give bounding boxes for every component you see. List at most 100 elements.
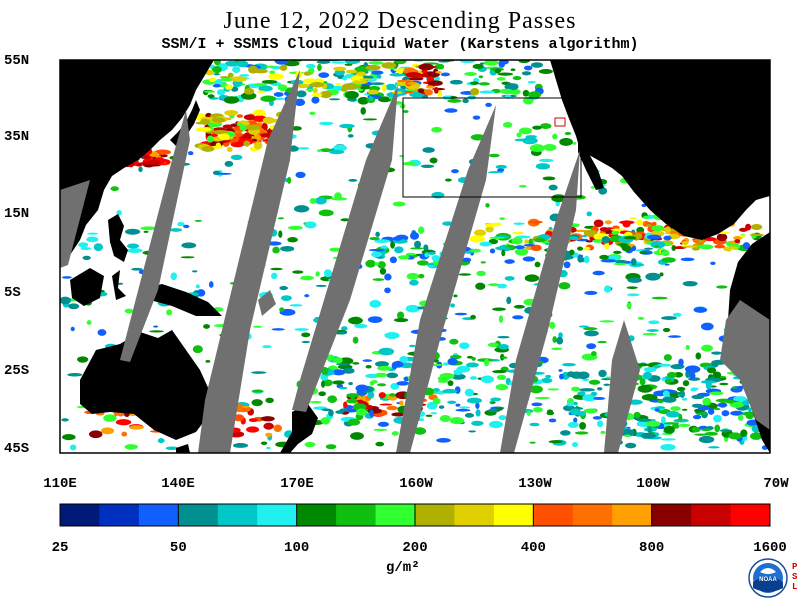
cloud-patch — [470, 81, 480, 85]
cloud-patch — [643, 247, 654, 250]
cloud-patch — [551, 347, 563, 351]
cloud-patch — [199, 118, 211, 125]
cloud-patch — [466, 397, 482, 404]
cloud-patch — [354, 323, 368, 329]
cloud-patch — [389, 73, 406, 77]
cloud-patch — [657, 399, 664, 404]
cloud-patch — [338, 386, 348, 390]
cloud-patch — [529, 144, 545, 153]
cloud-patch — [559, 138, 573, 146]
cloud-patch — [498, 60, 506, 68]
cloud-patch — [397, 255, 410, 260]
cloud-patch — [377, 261, 386, 269]
cloud-patch — [646, 234, 662, 240]
cloud-patch — [660, 416, 666, 424]
cloud-patch — [450, 303, 455, 308]
cloud-patch — [723, 246, 733, 252]
cloud-patch — [529, 422, 540, 427]
cloud-patch — [304, 294, 310, 298]
cloud-patch — [540, 377, 553, 384]
cloud-patch — [352, 336, 359, 344]
cloud-patch — [275, 60, 289, 65]
cloud-patch — [444, 178, 452, 182]
cloud-patch — [340, 218, 350, 222]
cloud-patch — [579, 388, 595, 392]
cloud-patch — [681, 397, 688, 401]
cloud-patch — [462, 98, 469, 104]
cloud-patch — [266, 446, 271, 450]
cloud-patch — [224, 60, 240, 67]
lat-label-5S: 5S — [4, 285, 21, 301]
cloud-patch — [408, 77, 424, 81]
cloud-patch — [449, 338, 459, 345]
cloud-patch — [499, 217, 505, 221]
cloud-patch — [212, 83, 221, 88]
cloud-patch — [543, 144, 557, 151]
cloud-patch — [374, 239, 390, 244]
cloud-patch — [523, 65, 533, 71]
cloud-patch — [413, 427, 427, 435]
lon-label-70W: 70W — [763, 476, 789, 492]
cloud-patch — [211, 117, 226, 123]
cloud-patch — [196, 289, 206, 297]
cloud-patch — [670, 406, 681, 411]
cloud-patch — [440, 72, 451, 77]
cloud-patch — [547, 388, 560, 391]
cloud-patch — [232, 66, 241, 74]
cloud-patch — [149, 330, 164, 333]
cloud-patch — [340, 87, 348, 92]
cloud-patch — [280, 245, 295, 252]
cloud-patch — [363, 118, 378, 121]
cloud-patch — [433, 358, 439, 363]
cloud-patch — [639, 378, 646, 386]
cloud-patch — [645, 420, 661, 427]
cloud-patch — [62, 433, 76, 441]
cloud-patch — [501, 356, 508, 359]
cloud-patch — [601, 378, 612, 381]
cloud-patch — [583, 255, 590, 264]
cloud-patch — [610, 228, 626, 231]
cloud-patch — [678, 413, 683, 421]
cloud-patch — [681, 240, 689, 246]
cloud-patch — [664, 378, 672, 384]
cloud-patch — [334, 192, 342, 201]
cloud-patch — [698, 239, 703, 243]
cloud-patch — [328, 409, 334, 417]
cloud-patch — [386, 372, 399, 379]
cloud-patch — [548, 418, 557, 423]
cloud-patch — [320, 417, 331, 425]
cloud-patch — [730, 410, 744, 416]
cloud-patch — [716, 233, 728, 242]
cloud-patch — [691, 247, 700, 251]
cloud-patch — [359, 84, 371, 90]
colorbar-swatch — [99, 504, 140, 526]
cloud-patch — [397, 79, 408, 82]
cloud-patch — [328, 98, 341, 101]
cloud-patch — [662, 390, 670, 398]
cloud-patch — [647, 362, 663, 368]
cloud-patch — [319, 90, 332, 99]
cloud-patch — [339, 123, 355, 129]
cloud-patch — [721, 410, 730, 417]
cloud-patch — [451, 169, 459, 174]
cloud-patch — [466, 355, 473, 359]
cloud-patch — [698, 435, 715, 444]
cloud-patch — [348, 316, 363, 325]
cloud-patch — [514, 245, 525, 250]
sulawesi — [112, 270, 126, 300]
colorbar-label-25: 25 — [51, 540, 69, 556]
cloud-patch — [577, 256, 584, 263]
cloud-patch — [548, 440, 563, 444]
cloud-patch — [429, 157, 438, 164]
cloud-patch — [464, 72, 477, 77]
cloud-patch — [528, 91, 542, 99]
cloud-patch — [582, 378, 590, 382]
cloud-patch — [344, 91, 359, 100]
cloud-patch — [301, 332, 311, 338]
cloud-patch — [343, 401, 348, 408]
cloud-patch — [273, 424, 283, 432]
cloud-patch — [394, 246, 404, 254]
cloud-patch — [86, 236, 99, 243]
cloud-patch — [749, 233, 765, 237]
cloud-patch — [529, 441, 536, 444]
